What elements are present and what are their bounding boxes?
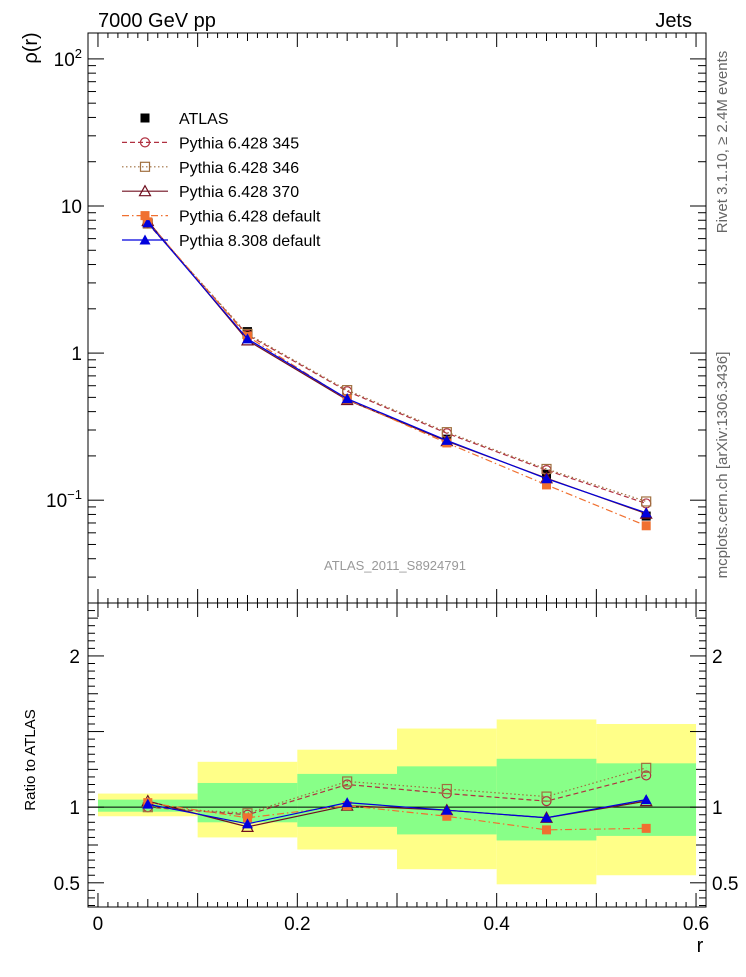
legend-label: ATLAS	[179, 111, 229, 128]
data-point	[641, 496, 652, 507]
ratio-point	[342, 776, 353, 787]
green-band-bin	[397, 766, 497, 835]
x-tick-label: 0.4	[483, 914, 510, 935]
series-pythia-6-428-346	[142, 218, 652, 507]
main-y-axis-ticks	[88, 58, 706, 604]
legend-label: Pythia 8.308 default	[179, 233, 321, 250]
legend-item-pythia-6-428-default: Pythia 6.428 default	[122, 209, 321, 226]
series-pythia-8-308-default	[142, 217, 652, 518]
ratio-series-pythia-8-308-default	[142, 794, 652, 829]
ratio-point	[441, 783, 452, 795]
series-line	[147, 220, 647, 515]
legend-marker	[139, 137, 151, 148]
legend-item-pythia-8-308-default: Pythia 8.308 default	[122, 233, 321, 250]
ratio-y-axis-label: Ratio to ATLAS	[22, 709, 39, 810]
ratio-point	[541, 812, 553, 823]
data-point	[241, 333, 253, 344]
series-pythia-6-428-345	[142, 218, 652, 509]
series-atlas	[143, 219, 651, 521]
ratio-y-tick-label-right: 2	[712, 647, 723, 668]
series-line	[147, 221, 647, 527]
ratio-series-line	[147, 774, 647, 816]
ratio-point	[242, 813, 252, 823]
ratio-point	[541, 791, 552, 802]
rivet-label: Rivet 3.1.10, ≥ 2.4M events	[714, 51, 731, 234]
series-pythia-6-428-default	[143, 217, 651, 531]
data-point	[641, 498, 652, 509]
x-axis-ticks	[87, 33, 707, 907]
ratio-y-tick-label: 0.5	[54, 874, 80, 895]
ratio-point	[641, 823, 651, 833]
data-point	[542, 480, 552, 490]
data-point	[640, 507, 652, 518]
x-tick-label: 0.2	[284, 914, 310, 935]
legend-label: Pythia 6.428 370	[179, 184, 299, 201]
x-tick-label: 0.6	[683, 914, 709, 935]
analysis-watermark: ATLAS_2011_S8924791	[324, 558, 466, 573]
y-tick-label: 102	[54, 46, 82, 71]
legend: ATLAS Pythia 6.428 345 Pythia 6.428 346 Pyt…	[122, 111, 321, 250]
legend-item-pythia-6-428-345: Pythia 6.428 345	[122, 135, 299, 152]
ratio-point	[241, 818, 253, 829]
ratio-point	[441, 804, 453, 815]
data-point	[441, 434, 453, 445]
x-tick-label: 0	[93, 914, 104, 935]
ratio-y-tick-label: 1	[69, 798, 80, 819]
ratio-point	[142, 798, 154, 809]
ratio-point	[641, 770, 652, 781]
ratio-point	[641, 762, 652, 773]
data-point	[541, 473, 553, 484]
ratio-point	[442, 811, 452, 821]
legend-label: Pythia 6.428 345	[179, 135, 299, 152]
legend-marker	[140, 211, 150, 221]
ratio-point	[341, 797, 353, 808]
data-point	[242, 327, 252, 337]
y-tick-label: 1	[71, 344, 82, 365]
ratio-y-tick-label-right: 0.5	[712, 874, 738, 895]
ratio-y-tick-label: 2	[69, 647, 80, 668]
data-point	[142, 217, 154, 228]
legend-label: Pythia 6.428 default	[179, 209, 321, 226]
y-tick-label: 10	[61, 197, 82, 218]
ratio-y-tick-label-right: 1	[712, 798, 723, 819]
header-right: Jets	[655, 10, 692, 32]
legend-marker	[139, 234, 151, 245]
data-point	[641, 521, 651, 531]
ratio-point	[542, 825, 552, 835]
series-pythia-6-428-370	[141, 214, 653, 519]
legend-item-atlas: ATLAS	[140, 111, 229, 128]
ratio-uncertainty-bands	[97, 719, 697, 885]
legend-item-pythia-6-428-370: Pythia 6.428 370	[122, 184, 299, 201]
series-line	[147, 223, 647, 505]
header-left: 7000 GeV pp	[98, 10, 216, 32]
main-y-axis-label: ρ(r)	[20, 32, 42, 63]
ratio-series-line	[147, 802, 647, 831]
ratio-point	[640, 794, 652, 805]
legend-marker	[139, 161, 151, 172]
source-label: mcplots.cern.ch [arXiv:1306.3436]	[714, 352, 731, 579]
legend-item-pythia-6-428-346: Pythia 6.428 346	[122, 160, 299, 177]
series-line	[147, 222, 647, 514]
ratio-series-line	[147, 799, 647, 825]
x-axis-label: r	[697, 935, 704, 957]
data-point	[341, 393, 353, 404]
legend-marker	[138, 184, 152, 197]
legend-label: Pythia 6.428 346	[179, 160, 299, 177]
y-tick-label: 10−1	[46, 487, 82, 512]
legend-marker	[140, 113, 150, 123]
ratio-y-axis-ticks	[88, 610, 706, 906]
series-line	[147, 223, 647, 503]
